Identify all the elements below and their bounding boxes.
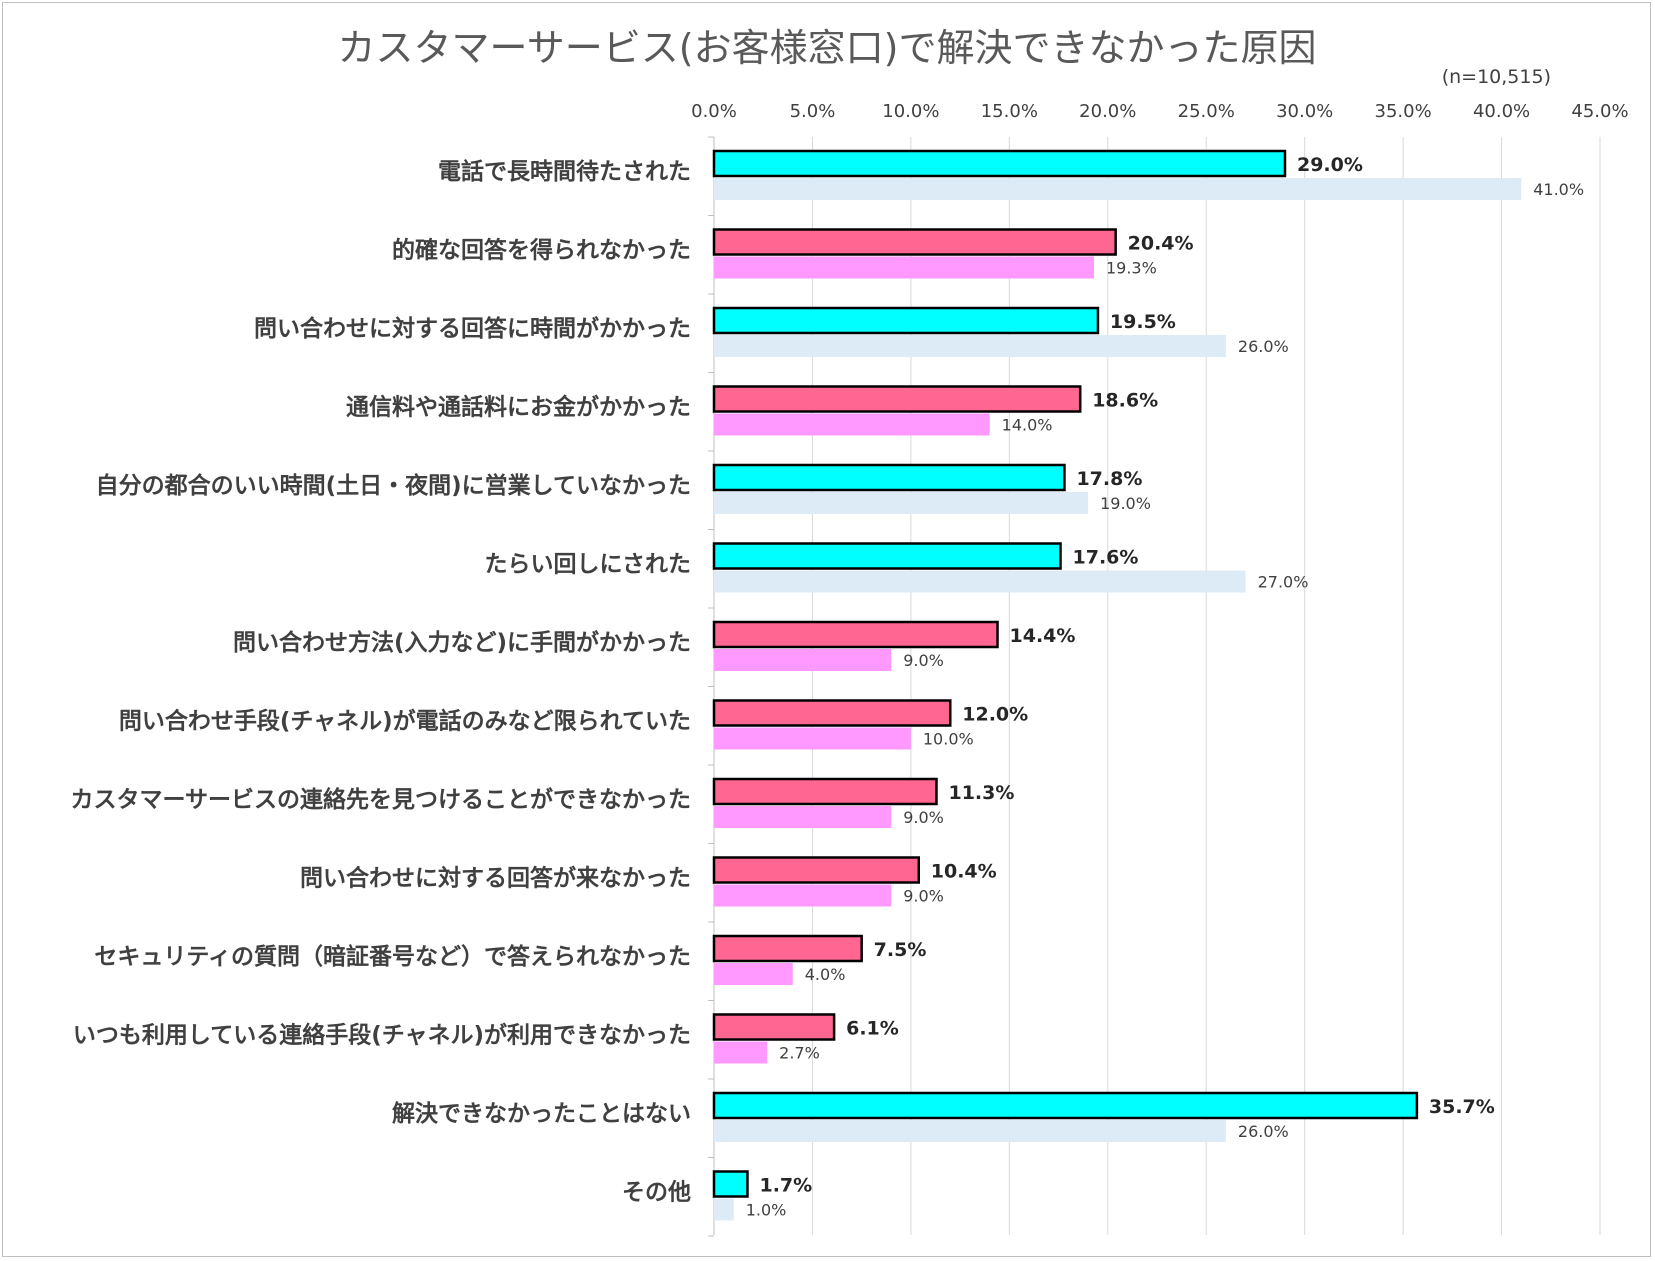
data-label-series-2: 14.0% [1002,416,1053,435]
data-label-series-1: 7.5% [874,939,927,961]
data-label-series-2: 27.0% [1258,573,1309,592]
x-tick-label: 25.0% [1178,101,1235,122]
data-label-series-2: 9.0% [903,651,944,670]
chart-title: カスタマーサービス(お客様窓口)で解決できなかった原因 [338,26,1317,70]
bar-series-1 [712,934,863,963]
bar-series-1 [712,149,1287,178]
bar-series-1 [712,1170,749,1198]
bar-series-2 [714,1041,768,1064]
sample-size-note: (n=10,515) [1442,66,1551,88]
bar-series-2 [714,1120,1226,1142]
data-label-series-1: 6.1% [846,1018,899,1040]
data-label-series-2: 4.0% [805,965,846,984]
data-label-series-1: 35.7% [1429,1096,1495,1118]
data-label-series-1: 17.8% [1076,468,1142,490]
bar-series-1 [712,385,1082,413]
data-label-series-2: 9.0% [903,808,944,827]
data-label-series-2: 10.0% [923,730,974,749]
bar-series-1 [712,1091,1419,1120]
bar-series-2 [714,335,1226,357]
bar-series-1 [712,1013,836,1041]
bar-series-1 [712,699,952,727]
category-label: 解決できなかったことはない [392,1100,691,1127]
category-label: たらい回しにされた [484,552,691,578]
bar-chart: カスタマーサービス(お客様窓口)で解決できなかった原因 (n=10,515) 0… [70,26,1629,1237]
bar-series-2 [714,884,892,907]
category-label: 自分の都合のいい時間(土日・夜間)に営業していなかった [96,472,691,499]
data-label-series-2: 9.0% [903,887,944,906]
bars [712,149,1522,1221]
bar-series-2 [714,570,1246,593]
x-tick-label: 40.0% [1473,101,1530,122]
data-label-series-2: 1.0% [746,1201,787,1220]
x-axis-ticks: 0.0% 5.0% 10.0% 15.0% 20.0% 25.0% 30.0% 35.0% 40… [691,101,1628,122]
x-tick-label: 35.0% [1375,101,1432,122]
x-tick-label: 15.0% [981,101,1038,122]
category-label: 問い合わせに対する回答に時間がかかった [254,315,691,342]
category-label: 通信料や通話料にお金がかかった [346,394,691,421]
category-label: 問い合わせ手段(チャネル)が電話のみなど限られていた [119,708,691,735]
data-label-series-2: 26.0% [1238,1122,1289,1141]
category-label: カスタマーサービスの連絡先を見つけることができなかった [70,786,691,813]
x-tick-label: 30.0% [1276,101,1333,122]
bar-series-2 [714,1198,734,1221]
bar-series-2 [714,806,892,828]
bar-series-2 [714,649,892,671]
bar-series-2 [714,727,911,750]
category-label: その他 [622,1180,691,1206]
data-label-series-1: 1.7% [759,1175,812,1197]
data-label-series-1: 19.5% [1110,311,1176,333]
bar-series-1 [712,542,1062,570]
bar-series-1 [712,620,999,649]
data-label-series-1: 20.4% [1128,233,1194,255]
category-label: 問い合わせに対する回答が来なかった [300,865,691,892]
x-tick-label: 10.0% [882,101,939,122]
bar-series-1 [712,306,1100,335]
data-label-series-2: 2.7% [779,1044,820,1063]
category-label: 電話で長時間待たされた [438,158,691,185]
x-tick-label: 5.0% [790,101,836,122]
category-label: 的確な回答を得られなかった [392,237,691,264]
data-label-series-2: 19.0% [1100,494,1151,513]
category-labels: 電話で長時間待たされた的確な回答を得られなかった問い合わせに対する回答に時間がか… [70,158,691,1206]
gridlines [708,136,1601,1237]
data-label-series-1: 11.3% [948,782,1014,804]
category-label: いつも利用している連絡手段(チャネル)が利用できなかった [73,1022,691,1049]
data-label-series-1: 12.0% [962,704,1028,726]
data-labels: 29.0% 41.0% 20.4% 19.3% 19.5% 26.0% 18.6% 14.0%… [746,154,1584,1220]
category-label: 問い合わせ方法(入力など)に手間がかかった [233,629,691,656]
data-label-series-1: 14.4% [1010,625,1076,647]
bar-series-1 [712,777,938,806]
data-label-series-1: 29.0% [1297,154,1363,176]
data-label-series-2: 41.0% [1533,180,1584,199]
x-tick-label: 20.0% [1079,101,1136,122]
data-label-series-2: 19.3% [1106,259,1157,278]
bar-series-2 [714,963,793,985]
bar-series-2 [714,256,1094,279]
x-tick-label: 45.0% [1571,101,1628,122]
data-label-series-2: 26.0% [1238,337,1289,356]
bar-series-1 [712,856,921,884]
bar-series-1 [712,228,1117,256]
category-label: セキュリティの質問（暗証番号など）で答えられなかった [94,943,691,970]
bar-series-2 [714,492,1089,514]
data-label-series-1: 18.6% [1092,390,1158,412]
x-tick-label: 0.0% [691,101,737,122]
data-label-series-1: 17.6% [1073,547,1139,569]
bar-series-1 [712,463,1066,492]
bar-series-2 [714,178,1522,200]
data-label-series-1: 10.4% [931,861,997,883]
bar-series-2 [714,413,990,436]
